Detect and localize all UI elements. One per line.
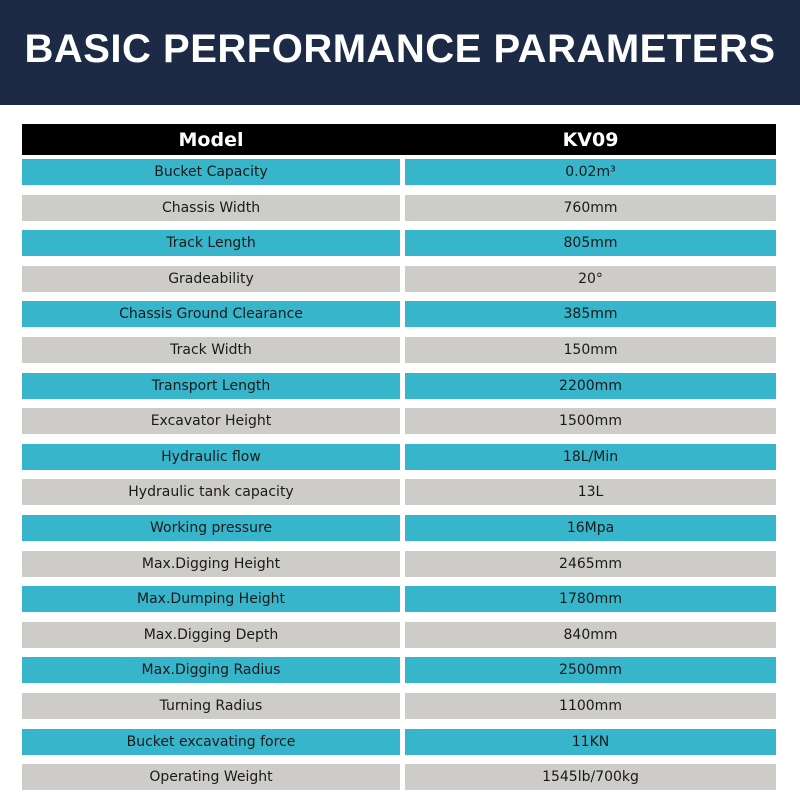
parameter-value: 760mm	[405, 194, 776, 221]
parameter-name: Track Width	[22, 337, 400, 363]
parameter-name: Excavator Height	[22, 408, 400, 435]
parameter-value: 11KN	[405, 728, 776, 755]
parameter-value: 0.02m³	[405, 159, 776, 185]
parameter-name: Chassis Width	[22, 194, 400, 221]
parameter-name: Track Length	[22, 230, 400, 257]
parameter-value: 1780mm	[405, 586, 776, 613]
parameter-value: 150mm	[405, 337, 776, 363]
column-header: Model	[22, 124, 400, 155]
parameter-value: 2200mm	[405, 372, 776, 399]
parameter-name: Gradeability	[22, 265, 400, 292]
parameter-name: Transport Length	[22, 372, 400, 399]
parameter-name: Max.Digging Depth	[22, 621, 400, 648]
parameter-value: 16Mpa	[405, 515, 776, 541]
parameter-value: 385mm	[405, 301, 776, 328]
parameter-name: Turning Radius	[22, 693, 400, 719]
parameter-name: Max.Digging Height	[22, 550, 400, 577]
parameter-name: Max.Dumping Height	[22, 586, 400, 613]
parameter-value: 1545lb/700kg	[405, 764, 776, 791]
parameter-value: 805mm	[405, 230, 776, 257]
parameter-value: 2465mm	[405, 550, 776, 577]
parameter-value: 1500mm	[405, 408, 776, 435]
parameter-name: Chassis Ground Clearance	[22, 301, 400, 328]
column-header: KV09	[405, 124, 776, 155]
parameter-name: Max.Digging Radius	[22, 657, 400, 684]
parameter-value: 2500mm	[405, 657, 776, 684]
parameter-value: 840mm	[405, 621, 776, 648]
parameter-value: 20°	[405, 265, 776, 292]
parameter-name: Operating Weight	[22, 764, 400, 791]
parameter-name: Working pressure	[22, 515, 400, 541]
parameter-name: Bucket excavating force	[22, 728, 400, 755]
parameter-name: Hydraulic tank capacity	[22, 479, 400, 506]
parameter-value: 1100mm	[405, 693, 776, 719]
parameter-value: 13L	[405, 479, 776, 506]
parameter-name: Hydraulic flow	[22, 443, 400, 470]
parameter-name: Bucket Capacity	[22, 159, 400, 185]
parameter-value: 18L/Min	[405, 443, 776, 470]
title: BASIC PERFORMANCE PARAMETERS	[24, 27, 776, 71]
banner: BASIC PERFORMANCE PARAMETERS	[0, 0, 800, 105]
